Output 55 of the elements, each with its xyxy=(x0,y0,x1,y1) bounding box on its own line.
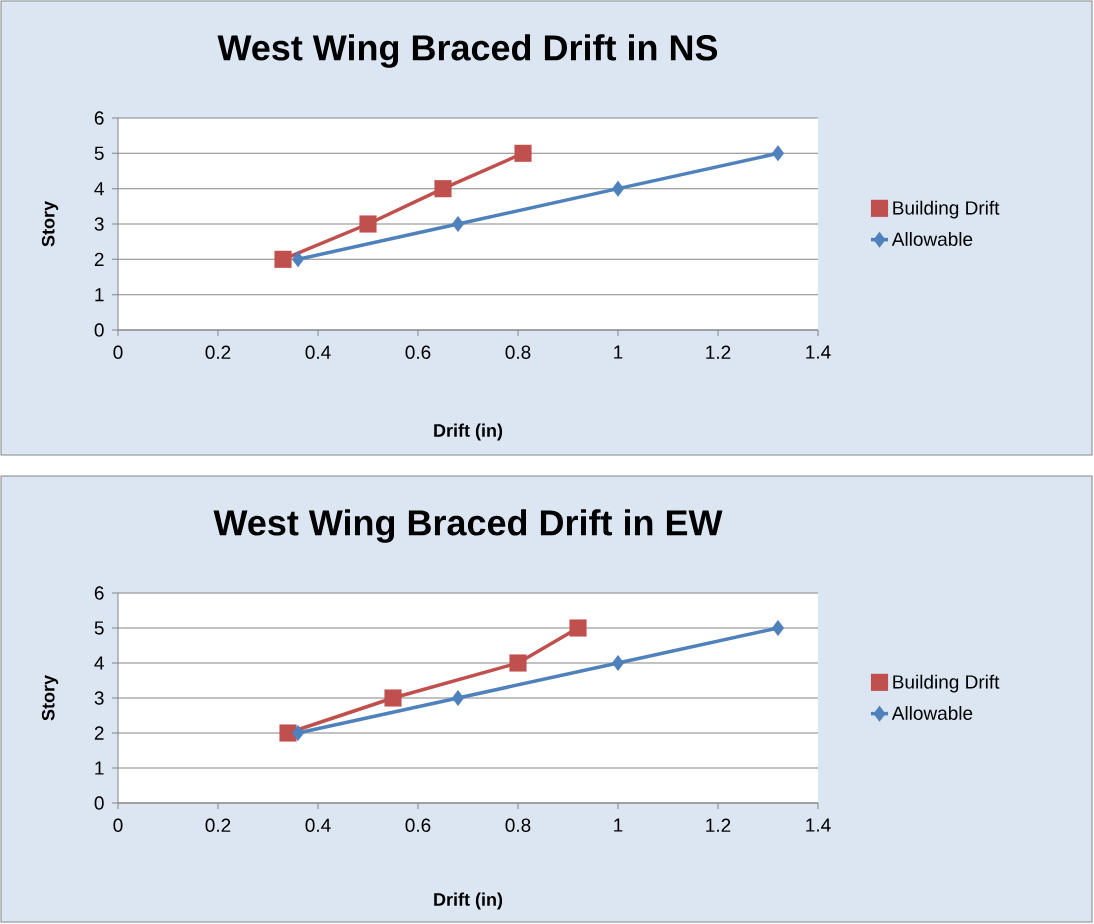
point xyxy=(509,654,527,672)
point xyxy=(451,689,465,707)
x-tick-label: 0.6 xyxy=(405,345,431,359)
y-tick-label: 0 xyxy=(94,796,104,810)
x-tick-label: 0.2 xyxy=(205,345,231,359)
y-tick-label: 6 xyxy=(94,586,104,600)
point xyxy=(434,180,452,198)
x-tick-label: 1.4 xyxy=(806,818,831,832)
point xyxy=(611,180,625,197)
x-tick-label: 1.4 xyxy=(806,345,831,359)
x-tick-label: 0.4 xyxy=(305,345,331,359)
y-tick-label: 4 xyxy=(94,656,104,670)
y-axis-title: Story xyxy=(41,201,59,247)
point xyxy=(771,619,785,637)
x-tick-label: 0.8 xyxy=(505,818,531,832)
x-tick-label: 0 xyxy=(113,818,123,832)
point xyxy=(274,250,292,268)
point xyxy=(451,215,465,233)
y-tick-label: 2 xyxy=(94,726,104,740)
y-tick-label: 5 xyxy=(94,146,104,160)
y-tick-label: 1 xyxy=(95,761,104,775)
legend-label: Allowable xyxy=(891,706,973,720)
point xyxy=(291,724,305,742)
y-tick-label: 1 xyxy=(95,288,104,302)
y-axis-title: Story xyxy=(41,675,59,721)
x-axis-title: Drift (in) xyxy=(434,892,503,910)
point xyxy=(611,654,625,672)
y-tick-label: 0 xyxy=(94,323,104,337)
point xyxy=(771,145,785,162)
y-tick-label: 3 xyxy=(94,217,104,231)
y-tick-label: 4 xyxy=(94,182,104,196)
y-tick-label: 6 xyxy=(94,111,104,125)
x-tick-label: 0.8 xyxy=(505,345,531,359)
chart-title: West Wing Braced Drift in NS xyxy=(217,34,718,68)
legend-label: Building Drift xyxy=(893,200,1000,219)
point xyxy=(384,689,402,707)
chart-title: West Wing Braced Drift in EW xyxy=(213,509,723,543)
x-tick-label: 1.2 xyxy=(706,345,731,359)
x-tick-label: 0.4 xyxy=(305,818,331,832)
x-tick-label: 1 xyxy=(614,345,623,359)
point xyxy=(569,619,587,637)
y-tick-label: 3 xyxy=(94,691,104,705)
point xyxy=(359,215,377,233)
x-tick-label: 0.2 xyxy=(205,818,231,832)
point xyxy=(291,251,305,268)
legend-label: Building Drift xyxy=(893,674,1000,693)
x-axis-title: Drift (in) xyxy=(434,423,503,441)
x-tick-label: 0.6 xyxy=(405,818,431,832)
point xyxy=(514,144,532,162)
x-tick-label: 1 xyxy=(614,818,623,832)
x-tick-label: 0 xyxy=(113,345,123,359)
legend-label: Allowable xyxy=(891,231,973,246)
y-tick-label: 2 xyxy=(94,252,104,266)
x-tick-label: 1.2 xyxy=(706,818,731,832)
y-tick-label: 5 xyxy=(94,621,104,635)
